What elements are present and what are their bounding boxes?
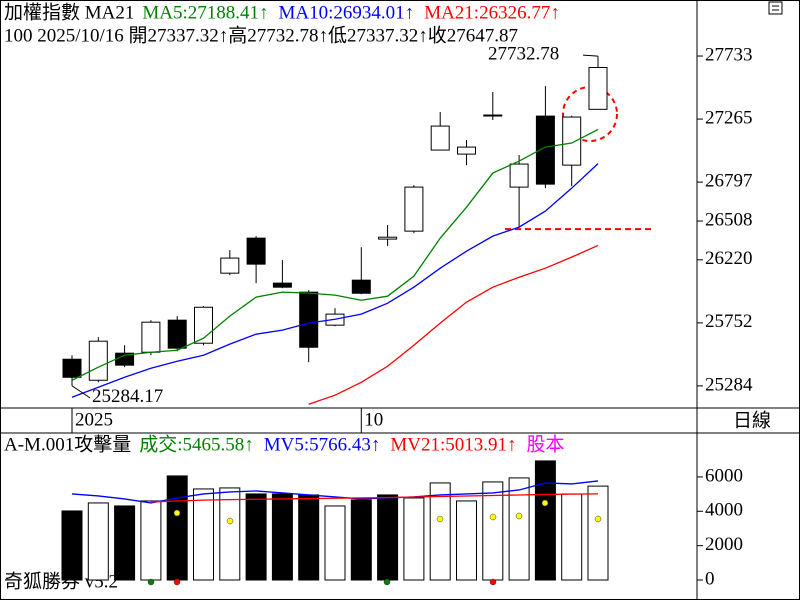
annotation-leader [71, 385, 91, 399]
volume-title: A-M.001攻擊量 [4, 433, 131, 455]
legend-entry: MV21:5013.91↑ [390, 434, 516, 455]
candle-body [88, 340, 108, 381]
x-tick-label: 10 [364, 409, 383, 430]
volume-bar [534, 460, 556, 581]
candle-body [220, 257, 240, 274]
volume-bar [114, 505, 136, 581]
y-tick-label: 2000 [705, 534, 743, 555]
legend-entry: MA5:27188.41↑ [142, 2, 268, 23]
candle-body [483, 114, 503, 117]
volume-bar [403, 497, 425, 581]
ma-line [71, 128, 599, 381]
price-info: 100 2025/10/16 開27337.32↑高27732.78↑低2733… [4, 24, 518, 46]
y-tick-label: 27733 [705, 44, 753, 65]
candle-body [62, 358, 82, 378]
volume-bar [482, 481, 504, 581]
candle-body [351, 279, 371, 294]
ma-line [71, 163, 599, 398]
signal-dot [226, 517, 234, 525]
candle-body [141, 321, 161, 353]
menu-icon[interactable] [768, 1, 783, 15]
y-tick-label: 26508 [705, 209, 753, 230]
volume-bar [377, 494, 399, 581]
signal-dot [541, 499, 549, 507]
ma-line [308, 244, 599, 405]
volume-bar [429, 482, 451, 581]
volume-bar [324, 505, 346, 581]
signal-dot [436, 515, 444, 523]
candle-body [299, 291, 319, 348]
volume-bar [587, 485, 609, 581]
y-tick-label: 27265 [705, 107, 753, 128]
mv-line [150, 493, 599, 503]
volume-bar [561, 493, 583, 581]
candle-body [535, 115, 555, 185]
legend-entry: MA21:26326.77↑ [424, 2, 560, 23]
volume-bar [298, 494, 320, 581]
volume-bar [245, 493, 267, 581]
signal-dot [147, 578, 155, 586]
signal-dot [173, 509, 181, 517]
candle-body [430, 125, 450, 151]
signal-dot [383, 578, 391, 586]
legend-entry: 股本 [527, 433, 565, 455]
y-tick-label: 26797 [705, 170, 753, 191]
y-tick-label: 25752 [705, 311, 753, 332]
annotation: 25284.17 [92, 386, 163, 407]
candle-body [246, 237, 266, 265]
candle-body [378, 236, 398, 240]
candle-body [509, 163, 529, 188]
y-tick-label: 0 [705, 568, 715, 589]
legend-entry: MV5:5766.43↑ [264, 434, 381, 455]
candle-body [167, 319, 187, 349]
y-tick-label: 6000 [705, 465, 743, 486]
signal-dot [489, 578, 497, 586]
volume-bar [61, 510, 83, 581]
annotation-leader [582, 54, 599, 57]
chart-title: 加權指數 MA21 [4, 1, 134, 23]
x-tick-label: 2025 [75, 409, 113, 430]
y-tick-label: 4000 [705, 500, 743, 521]
volume-bar [456, 500, 477, 581]
volume-bar [271, 493, 293, 581]
volume-bar [87, 502, 109, 581]
candle-body [404, 186, 424, 232]
signal-dot [173, 578, 181, 586]
volume-bar [508, 477, 530, 581]
signal-dot [515, 512, 523, 520]
signal-dot [489, 513, 497, 521]
legend-entry: MA10:26934.01↑ [279, 2, 415, 23]
candle-body [588, 67, 608, 110]
volume-bar [166, 475, 188, 581]
volume-bar [350, 499, 372, 581]
volume-bar [140, 500, 162, 581]
volume-bar [193, 488, 214, 581]
candle-body [272, 282, 292, 288]
y-tick-label: 26220 [705, 248, 753, 269]
annotation: 27732.78 [488, 43, 559, 64]
y-tick-label: 25284 [705, 374, 753, 395]
volume-bar [219, 487, 241, 581]
candle-body [457, 146, 476, 155]
legend-entry: 成交:5465.58↑ [139, 433, 254, 455]
period-label: 日線 [733, 409, 771, 431]
candle-body [562, 116, 582, 166]
signal-dot [594, 515, 602, 523]
